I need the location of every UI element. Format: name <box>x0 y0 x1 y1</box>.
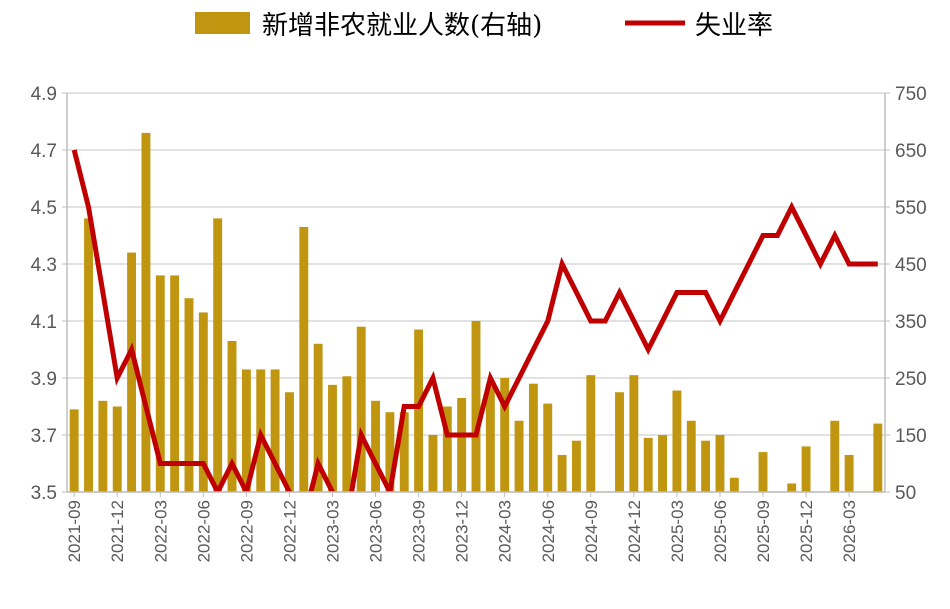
right-axis-tick-label: 450 <box>895 255 927 276</box>
bar <box>84 218 93 492</box>
bar <box>873 423 883 492</box>
bar <box>586 375 596 492</box>
bar <box>672 390 682 492</box>
right-axis-tick-label: 50 <box>895 483 916 504</box>
right-axis-tick-label: 650 <box>895 141 927 162</box>
bar <box>184 298 194 492</box>
bar <box>801 446 811 492</box>
bar <box>528 383 538 492</box>
bar <box>313 343 323 492</box>
bar <box>299 226 309 492</box>
bar <box>715 435 725 492</box>
x-axis-tick-label: 2025-03 <box>668 500 687 562</box>
bar <box>615 392 624 492</box>
x-axis-tick-label: 2024-09 <box>582 500 601 562</box>
right-axis-tick-label: 350 <box>895 312 927 333</box>
bar <box>514 420 524 492</box>
bar <box>471 321 481 492</box>
bar <box>141 132 151 492</box>
x-axis-tick-label: 2025-09 <box>754 500 773 562</box>
bar <box>686 420 696 492</box>
bar <box>414 329 424 492</box>
x-axis-tick-label: 2021-12 <box>108 500 127 562</box>
bar <box>758 452 768 492</box>
bar <box>399 412 409 492</box>
bar <box>572 440 581 492</box>
x-axis-tick-label: 2023-03 <box>323 500 342 562</box>
bar <box>701 440 711 492</box>
bar <box>729 477 739 492</box>
x-axis-tick-label: 2021-09 <box>65 500 84 562</box>
x-axis-tick-label: 2026-03 <box>840 500 859 562</box>
left-axis-tick-label: 3.7 <box>31 426 57 447</box>
bar <box>557 454 567 492</box>
bar <box>170 275 180 492</box>
bar <box>112 406 122 492</box>
bar <box>270 369 280 492</box>
bar <box>227 340 237 492</box>
right-axis-tick-label: 750 <box>895 84 927 105</box>
bar <box>69 409 79 492</box>
x-axis-tick-label: 2023-12 <box>453 500 472 562</box>
x-axis-tick-label: 2024-03 <box>496 500 515 562</box>
bar <box>830 420 840 492</box>
left-axis-tick-label: 4.7 <box>31 141 57 162</box>
bar <box>428 435 438 492</box>
left-axis-tick-label: 4.5 <box>31 198 57 219</box>
x-axis-tick-label: 2022-06 <box>194 500 213 562</box>
bar <box>371 400 380 492</box>
bar <box>241 369 251 492</box>
bar <box>284 392 294 492</box>
bar <box>844 454 854 492</box>
bar <box>457 397 467 492</box>
bar <box>98 400 108 492</box>
bar <box>543 403 553 492</box>
bar-series <box>69 132 883 492</box>
left-axis-tick-label: 3.9 <box>31 369 57 390</box>
bar <box>342 376 352 492</box>
legend-bar-swatch <box>195 12 250 34</box>
x-axis-tick-label: 2024-06 <box>539 500 558 562</box>
x-axis-tick-label: 2022-12 <box>280 500 299 562</box>
bar <box>658 435 668 492</box>
x-axis-tick-label: 2022-09 <box>237 500 256 562</box>
bar <box>385 412 395 492</box>
axes: 3.5 3.7 3.9 4.1 4.3 4.5 4.7 4.9 50 150 250 350 450 55… <box>31 84 927 562</box>
left-axis-tick-label: 3.5 <box>31 483 57 504</box>
bar <box>629 375 639 492</box>
bar <box>500 378 510 492</box>
legend: 新增非农就业人数(右轴) 失业率 <box>195 11 773 41</box>
bar <box>213 218 223 492</box>
x-axis-tick-label: 2023-06 <box>367 500 386 562</box>
line-series <box>71 149 878 492</box>
right-axis-tick-label: 150 <box>895 426 927 447</box>
right-axis-tick-label: 550 <box>895 198 927 219</box>
x-axis-tick-label: 2025-06 <box>711 500 730 562</box>
bar <box>787 483 797 492</box>
bar <box>127 252 137 492</box>
left-axis-tick-label: 4.9 <box>31 84 57 105</box>
left-axis-tick-label: 4.1 <box>31 312 57 333</box>
unemployment-line <box>71 149 878 492</box>
x-axis-tick-label: 2024-12 <box>625 500 644 562</box>
x-axis-tick-label: 2023-09 <box>410 500 429 562</box>
x-axis-tick-label: 2022-03 <box>151 500 170 562</box>
bar <box>155 275 165 492</box>
legend-bar-label: 新增非农就业人数(右轴) <box>262 11 542 41</box>
bar <box>328 384 337 492</box>
right-axis-tick-label: 250 <box>895 369 927 390</box>
bar <box>198 312 208 492</box>
bar <box>643 437 653 492</box>
x-axis-tick-label: 2025-12 <box>797 500 816 562</box>
bar <box>442 406 452 492</box>
legend-line-label: 失业率 <box>695 11 773 41</box>
left-axis-tick-label: 4.3 <box>31 255 57 276</box>
bar <box>485 383 495 492</box>
bar <box>356 326 366 492</box>
